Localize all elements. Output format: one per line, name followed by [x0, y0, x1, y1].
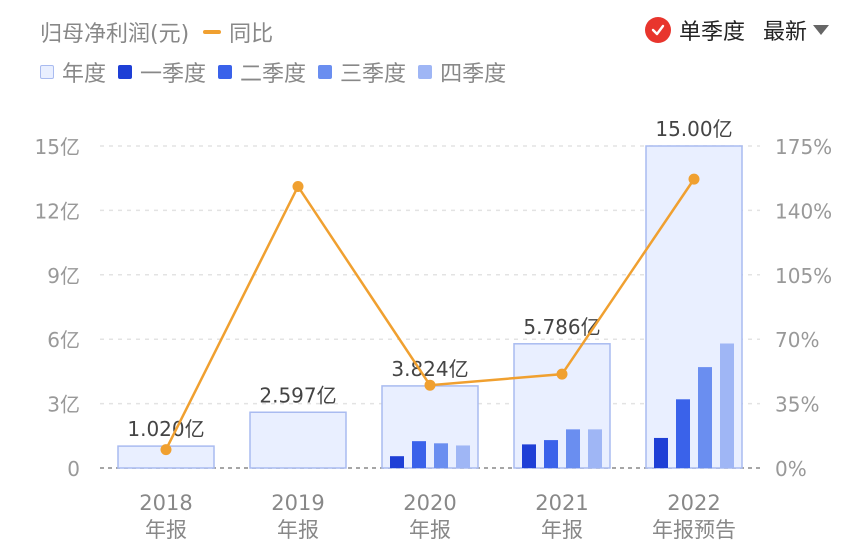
quarter-bar [412, 441, 426, 468]
annual-bar [249, 411, 347, 469]
y-left-tick-label: 9亿 [47, 264, 80, 288]
legend-top: 归母净利润(元) 同比 [40, 16, 273, 48]
yoy-point [424, 379, 436, 391]
legend-item-q3[interactable]: 三季度 [318, 56, 406, 88]
y-right-tick-label: 35% [775, 393, 819, 417]
quarter-bar [566, 429, 580, 468]
y-right-tick-label: 105% [775, 264, 832, 288]
y-right-tick-label: 0% [775, 457, 807, 481]
quarter-bar [544, 440, 558, 468]
legend-item-q4[interactable]: 四季度 [418, 56, 506, 88]
y-right-tick-label: 70% [775, 328, 819, 352]
x-tick-label: 2018 [139, 491, 192, 515]
annual-value-label: 1.020亿 [127, 417, 204, 441]
legend-swatch-q3 [318, 65, 333, 79]
quarter-bar [456, 445, 470, 468]
y-right-tick-label: 175% [775, 135, 832, 159]
sort-dropdown[interactable]: 最新 [763, 14, 829, 46]
quarter-bar [588, 429, 602, 468]
metric-label: 归母净利润(元) [40, 22, 190, 47]
legend-label-q2: 二季度 [240, 62, 307, 87]
y-left-tick-label: 12亿 [35, 199, 80, 223]
yoy-point [688, 173, 700, 185]
legend-item-q2[interactable]: 二季度 [218, 56, 306, 88]
y-left-tick-label: 3亿 [47, 393, 80, 417]
legend-swatch-q2 [218, 65, 233, 79]
quarter-bar [434, 443, 448, 468]
legend-swatch-annual [40, 65, 54, 79]
x-tick-label: 2019 [271, 491, 324, 515]
legend-yoy[interactable]: 同比 [203, 16, 273, 48]
sort-label: 最新 [762, 20, 807, 45]
annual-value-label: 2.597亿 [259, 383, 336, 407]
legend-swatch-q4 [418, 65, 433, 79]
legend-swatch-q1 [118, 65, 133, 79]
legend-label-q3: 三季度 [340, 62, 407, 87]
legend-item-annual[interactable]: 年度 [40, 56, 106, 88]
quarter-bar [390, 456, 404, 468]
y-left-tick-label: 0 [67, 457, 80, 481]
legend-label-q1: 一季度 [140, 62, 207, 87]
quarter-bar [720, 343, 734, 468]
x-tick-label: 年报 [277, 518, 319, 542]
legend-label-q4: 四季度 [440, 62, 507, 87]
x-tick-label: 年报 [409, 518, 451, 542]
yoy-point [160, 444, 172, 456]
x-tick-label: 年报预告 [652, 518, 736, 542]
legend-yoy-label: 同比 [229, 22, 274, 47]
legend-label-annual: 年度 [62, 62, 107, 87]
annual-value-label: 3.824亿 [391, 357, 468, 381]
single-quarter-toggle[interactable]: 单季度 [644, 14, 745, 46]
x-tick-label: 2022 [667, 491, 720, 515]
quarter-bar [522, 444, 536, 468]
y-left-tick-label: 6亿 [47, 328, 80, 352]
check-icon [644, 17, 671, 43]
x-tick-label: 年报 [541, 518, 583, 542]
quarter-bar [654, 437, 668, 468]
yoy-point [292, 180, 304, 192]
annual-value-label: 15.00亿 [655, 117, 732, 141]
x-tick-label: 2020 [403, 491, 456, 515]
right-controls: 单季度 最新 [644, 14, 829, 46]
quarter-bar [676, 399, 690, 468]
x-tick-label: 2021 [535, 491, 588, 515]
legend: 年度 一季度 二季度 三季度 四季度 [40, 56, 506, 88]
y-right-tick-label: 140% [775, 199, 832, 223]
chevron-down-icon [813, 25, 829, 35]
y-left-tick-label: 15亿 [35, 135, 80, 159]
line-swatch-icon [203, 30, 222, 34]
yoy-point [556, 368, 568, 380]
toggle-label: 单季度 [678, 20, 745, 45]
x-tick-label: 年报 [145, 518, 187, 542]
quarter-bar [698, 367, 712, 468]
legend-item-q1[interactable]: 一季度 [118, 56, 206, 88]
